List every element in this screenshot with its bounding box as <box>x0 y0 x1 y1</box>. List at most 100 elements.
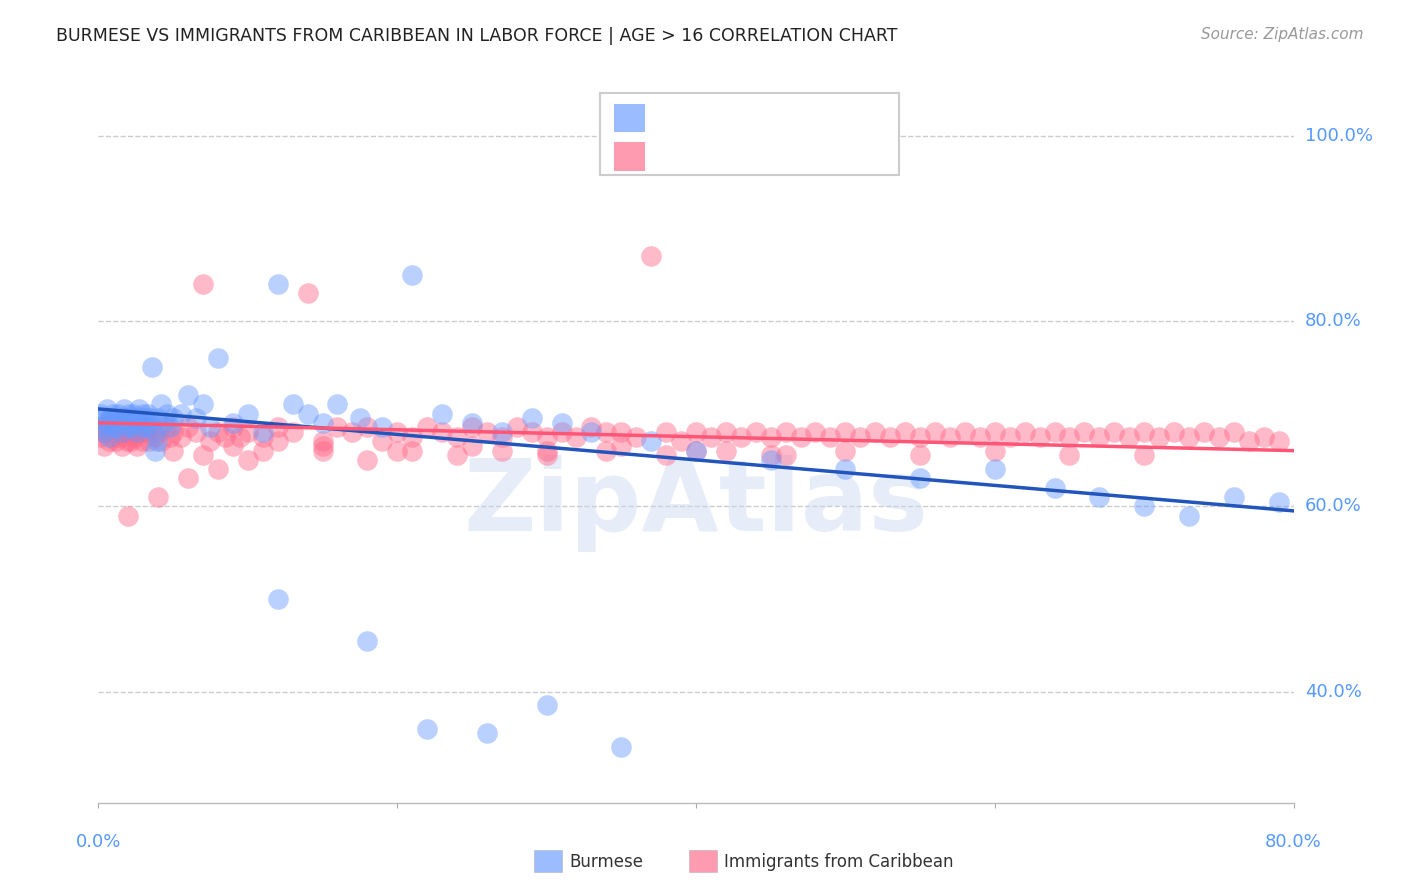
Point <box>685 443 707 458</box>
Point <box>506 420 529 434</box>
Point <box>200 420 222 434</box>
Point <box>96 416 118 430</box>
Point <box>115 434 138 449</box>
Point <box>111 439 134 453</box>
Text: 86: 86 <box>740 109 765 128</box>
Point <box>107 407 129 421</box>
Point <box>207 462 229 476</box>
Point <box>143 430 166 444</box>
Point <box>520 425 543 439</box>
Point <box>834 443 856 458</box>
Point <box>108 430 131 444</box>
Point <box>125 411 148 425</box>
Point <box>311 434 333 449</box>
Point <box>520 411 543 425</box>
Point <box>127 425 149 439</box>
Point <box>98 420 122 434</box>
Point <box>229 430 252 444</box>
Point <box>385 443 409 458</box>
Point <box>550 425 572 439</box>
Point <box>908 471 931 485</box>
Point <box>356 420 378 434</box>
Point <box>96 401 118 416</box>
Point <box>98 411 122 425</box>
Point <box>94 425 117 439</box>
Point <box>581 420 603 434</box>
Point <box>1133 448 1156 462</box>
Text: BURMESE VS IMMIGRANTS FROM CARIBBEAN IN LABOR FORCE | AGE > 16 CORRELATION CHART: BURMESE VS IMMIGRANTS FROM CARIBBEAN IN … <box>56 27 898 45</box>
Point <box>104 425 127 439</box>
Point <box>148 425 170 439</box>
Point <box>820 430 842 444</box>
Point <box>446 430 468 444</box>
Point <box>129 425 152 439</box>
Point <box>385 425 409 439</box>
Point <box>150 434 173 449</box>
Point <box>129 411 152 425</box>
Point <box>865 425 887 439</box>
Point <box>565 430 588 444</box>
Point <box>145 434 167 449</box>
Point <box>401 443 423 458</box>
Point <box>91 425 114 439</box>
Point <box>349 411 371 425</box>
Point <box>191 277 214 291</box>
Point <box>610 439 633 453</box>
Point <box>1163 425 1185 439</box>
Point <box>371 420 394 434</box>
Point <box>491 443 513 458</box>
Point <box>595 443 617 458</box>
Point <box>103 416 125 430</box>
Point <box>148 490 170 504</box>
Point <box>104 411 127 425</box>
Point <box>155 420 177 434</box>
Point <box>834 462 856 476</box>
Point <box>118 425 141 439</box>
Point <box>89 430 111 444</box>
Point <box>159 420 181 434</box>
Point <box>1073 425 1095 439</box>
Point <box>177 420 200 434</box>
Text: ZipAtlas: ZipAtlas <box>464 455 928 551</box>
Text: R = -0.134   N=: R = -0.134 N= <box>654 147 797 166</box>
Point <box>162 443 184 458</box>
Point <box>311 416 333 430</box>
Point <box>107 420 129 434</box>
Point <box>252 443 274 458</box>
Point <box>207 425 229 439</box>
Point <box>939 430 962 444</box>
Point <box>222 416 245 430</box>
Point <box>127 439 149 453</box>
Point <box>595 425 617 439</box>
Point <box>112 416 135 430</box>
Point <box>640 249 662 263</box>
Point <box>150 397 173 411</box>
Point <box>97 430 120 444</box>
Text: Immigrants from Caribbean: Immigrants from Caribbean <box>724 853 953 871</box>
Point <box>125 425 148 439</box>
Point <box>124 430 146 444</box>
Point <box>953 425 976 439</box>
Point <box>430 425 453 439</box>
Point <box>124 416 146 430</box>
Point <box>110 425 132 439</box>
Point <box>759 430 782 444</box>
Point <box>371 434 394 449</box>
Point <box>120 434 142 449</box>
Point <box>135 420 157 434</box>
Point <box>1267 434 1289 449</box>
Point <box>475 726 498 740</box>
Point <box>624 430 647 444</box>
Point <box>108 416 131 430</box>
Point <box>105 420 128 434</box>
Point <box>536 430 558 444</box>
Point <box>128 401 150 416</box>
Text: 148: 148 <box>740 147 779 166</box>
Point <box>101 430 124 444</box>
Point <box>714 443 737 458</box>
Point <box>685 425 707 439</box>
Point <box>1133 500 1156 514</box>
Point <box>111 425 134 439</box>
Text: R = -0.158   N=: R = -0.158 N= <box>654 109 797 127</box>
Point <box>162 425 184 439</box>
